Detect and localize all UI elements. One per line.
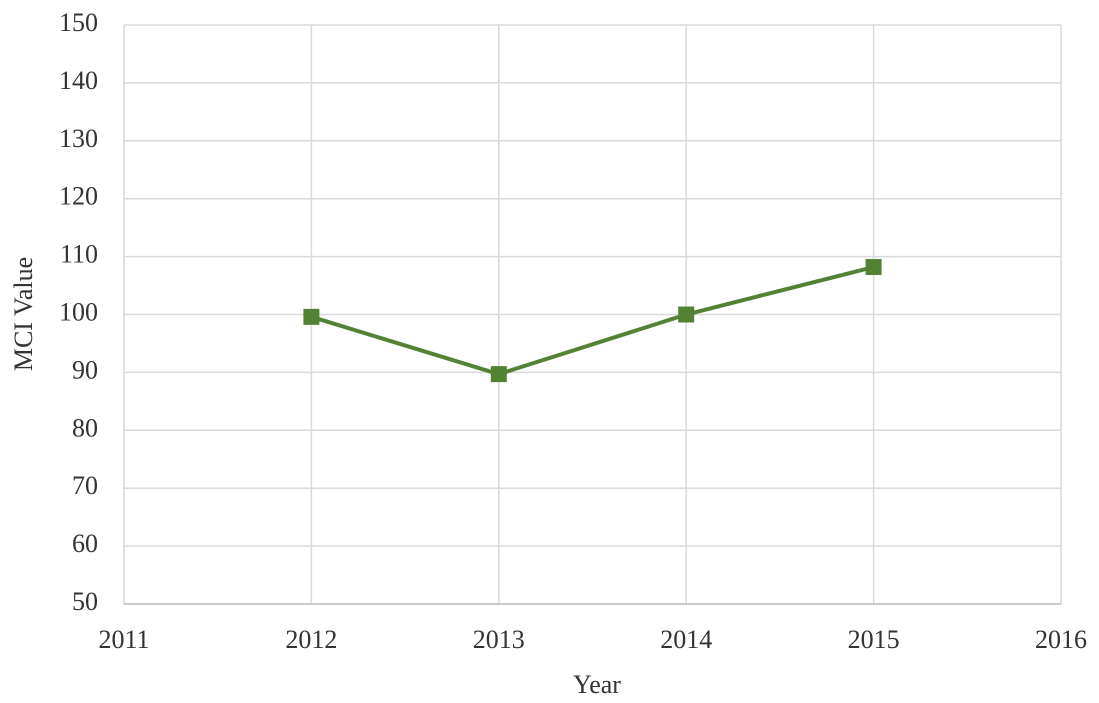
line	[310, 265, 875, 377]
y-tick-label: 90	[72, 355, 98, 384]
x-tick-label: 2016	[1035, 625, 1087, 654]
marker	[865, 259, 882, 276]
y-tick-label: 130	[59, 124, 98, 153]
y-tick-label: 140	[59, 66, 98, 95]
y-tick-label: 110	[60, 240, 98, 269]
x-tick-label: 2011	[98, 625, 149, 654]
x-tick-label: 2012	[285, 625, 337, 654]
y-tick-label: 80	[72, 413, 98, 442]
x-tick-label: 2013	[473, 625, 525, 654]
x-tick-label: 2014	[660, 625, 712, 654]
y-tick-label: 120	[59, 182, 98, 211]
x-tick-label: 2015	[848, 625, 900, 654]
y-tick-label: 100	[59, 297, 98, 326]
marker	[678, 306, 695, 323]
marker	[303, 308, 320, 325]
x-axis-label: Year	[573, 670, 621, 699]
y-tick-label: 150	[59, 8, 98, 37]
y-axis-label: MCI Value	[9, 257, 38, 371]
y-tick-label: 70	[72, 471, 98, 500]
marker	[490, 366, 507, 383]
y-tick-label: 50	[72, 587, 98, 616]
y-tick-label: 60	[72, 529, 98, 558]
